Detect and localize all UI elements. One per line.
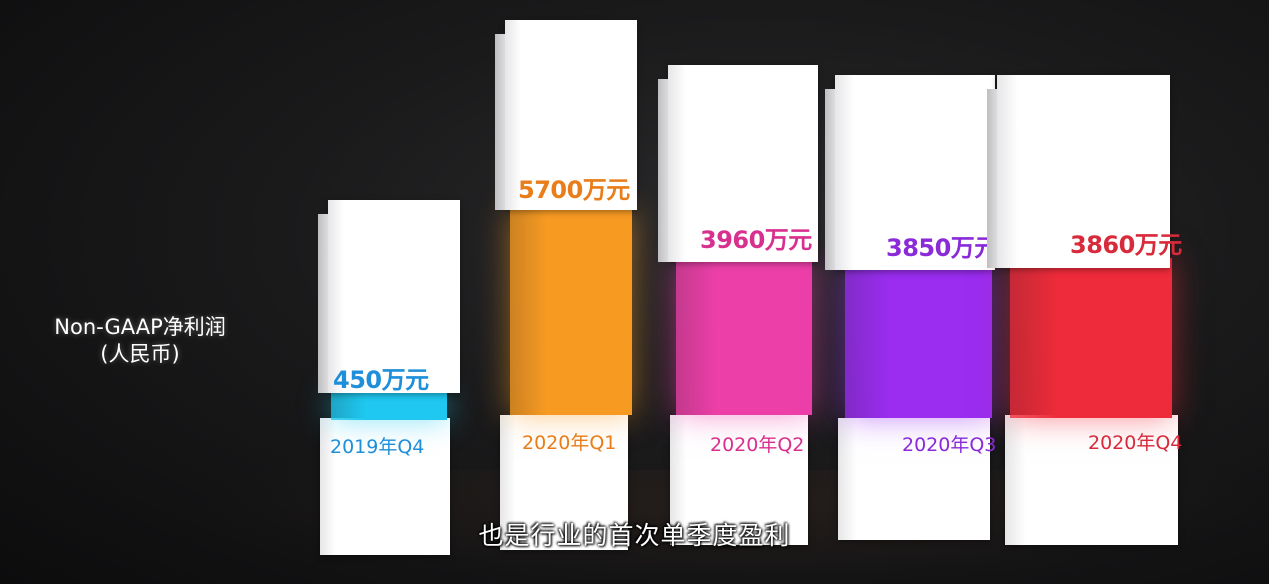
bar-0 (331, 393, 447, 420)
bar-base-block (500, 415, 628, 550)
y-axis-label: Non-GAAP净利润 (人民币) (40, 314, 240, 368)
value-label-4: 3860万元 (1070, 231, 1182, 259)
bar-top-block (318, 200, 460, 393)
bar-4 (1010, 258, 1172, 418)
category-label-4: 2020年Q4 (1088, 432, 1183, 454)
category-label-3: 2020年Q3 (902, 434, 997, 456)
bar-base-block (838, 418, 990, 540)
category-label-2: 2020年Q2 (710, 434, 805, 456)
y-axis-label-line-1: Non-GAAP净利润 (54, 315, 226, 339)
value-label-1: 5700万元 (518, 176, 630, 204)
bar-2 (676, 260, 812, 415)
y-axis-label-line-2: (人民币) (100, 342, 180, 366)
value-label-0: 450万元 (333, 366, 429, 394)
bar-1 (510, 210, 632, 415)
bar-top-block (658, 65, 818, 262)
value-label-3: 3850万元 (886, 234, 998, 262)
category-label-0: 2019年Q4 (330, 436, 425, 458)
bar-3 (845, 266, 992, 418)
bar-base-block (670, 415, 808, 545)
bar-base-block (1005, 415, 1178, 545)
bar-top-block (987, 75, 1170, 268)
bar-top-block (495, 20, 637, 210)
bar-top-block (825, 75, 995, 270)
value-label-2: 3960万元 (700, 226, 812, 254)
category-label-1: 2020年Q1 (522, 432, 617, 454)
video-subtitle: 也是行业的首次单季度盈利 (478, 521, 791, 550)
bar-base-block (320, 418, 450, 555)
